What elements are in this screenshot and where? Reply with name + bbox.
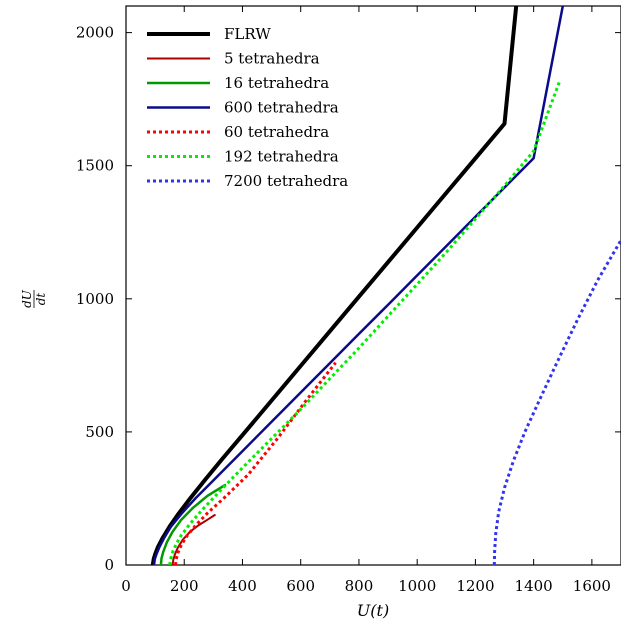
x-tick-label: 600 <box>286 577 315 595</box>
y-axis-title-denominator: dt <box>34 293 48 306</box>
series-lines <box>150 6 621 565</box>
x-axis-title: U(t) <box>357 601 389 620</box>
x-tick-label: 200 <box>170 577 199 595</box>
legend-label: 192 tetrahedra <box>224 148 339 166</box>
y-tick-label: 500 <box>85 423 114 441</box>
legend-label: 5 tetrahedra <box>224 50 320 68</box>
axis-ticks: 0 200 400 600 800 1000 1200 1400 1600 0 500 1000 150… <box>76 6 621 595</box>
series-line-60-tetrahedra <box>174 361 337 565</box>
legend-label: 7200 tetrahedra <box>224 172 348 190</box>
series-line-flrw <box>150 6 519 565</box>
x-tick-label: 400 <box>228 577 257 595</box>
series-line-5-tetrahedra <box>171 514 216 565</box>
y-tick-label: 0 <box>104 556 114 574</box>
series-line-7200-tetrahedra <box>492 239 621 565</box>
x-tick-label: 1000 <box>398 577 436 595</box>
legend-label: 60 tetrahedra <box>224 123 329 141</box>
y-tick-label: 1500 <box>76 157 114 175</box>
x-tick-label: 1200 <box>456 577 494 595</box>
series-line-192-tetrahedra <box>168 79 562 565</box>
x-tick-label: 1400 <box>515 577 553 595</box>
series-line-16-tetrahedra <box>159 483 227 565</box>
x-tick-label: 1600 <box>573 577 611 595</box>
y-axis-title-numerator: dU <box>20 289 34 308</box>
plot-frame <box>125 5 621 566</box>
legend: FLRW 5 tetrahedra 16 tetrahedra 600 tetrahe… <box>147 25 348 190</box>
x-tick-label: 800 <box>345 577 374 595</box>
legend-label: FLRW <box>224 25 271 43</box>
x-tick-label: 0 <box>121 577 131 595</box>
legend-label: 600 tetrahedra <box>224 99 339 117</box>
series-line-600-tetrahedra <box>152 6 565 565</box>
plot-border <box>125 5 621 566</box>
legend-label: 16 tetrahedra <box>224 74 329 92</box>
y-axis-title: dU dt <box>20 289 48 308</box>
y-tick-label: 2000 <box>76 24 114 42</box>
y-tick-label: 1000 <box>76 290 114 308</box>
